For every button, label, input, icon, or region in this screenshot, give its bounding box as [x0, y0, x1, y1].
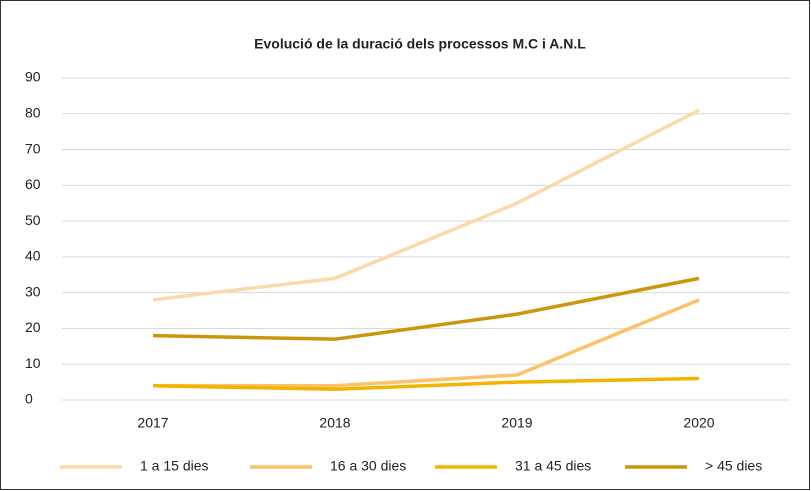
x-tick-label: 2017: [137, 415, 168, 431]
x-tick-label: 2020: [683, 415, 714, 431]
line-series: [153, 298, 700, 388]
chart-title: Evolució de la duració dels processos M.…: [254, 36, 586, 52]
y-tick-label: 20: [25, 319, 41, 335]
legend-label: 16 a 30 dies: [330, 458, 406, 474]
x-tick-label: 2018: [319, 415, 350, 431]
line-series: [152, 376, 700, 392]
y-tick-label: 40: [25, 248, 41, 264]
legend-label: 1 a 15 dies: [140, 458, 209, 474]
y-tick-label: 90: [25, 69, 41, 85]
y-tick-label: 30: [25, 283, 41, 299]
line-series: [152, 108, 700, 302]
y-tick-label: 10: [25, 355, 41, 371]
legend-label: 31 a 45 dies: [515, 458, 591, 474]
x-tick-label: 2019: [501, 415, 532, 431]
y-tick-label: 60: [25, 176, 41, 192]
y-tick-label: 0: [25, 391, 33, 407]
line-series: [152, 276, 700, 341]
y-tick-label: 80: [25, 104, 41, 120]
y-tick-label: 70: [25, 140, 41, 156]
legend-label: > 45 dies: [705, 458, 762, 474]
y-tick-label: 50: [25, 212, 41, 228]
